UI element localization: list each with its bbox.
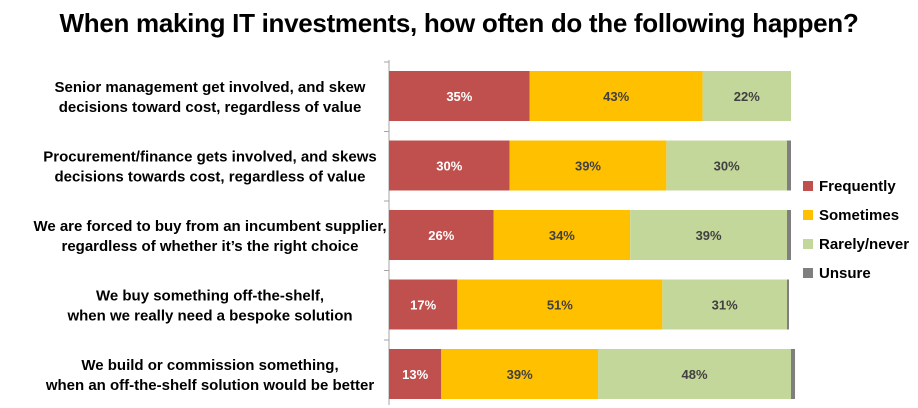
bar-rarely-never bbox=[662, 279, 787, 330]
legend-label: Rarely/never bbox=[819, 236, 909, 253]
category-label: Senior management get involved, and skew… bbox=[55, 79, 366, 116]
data-label: 31% bbox=[712, 298, 738, 313]
data-label: 26% bbox=[428, 228, 454, 243]
category-label: We buy something off-the-shelf, when we r… bbox=[66, 288, 352, 325]
data-label: 34% bbox=[549, 228, 575, 243]
legend-swatch bbox=[803, 239, 813, 249]
legend-label: Frequently bbox=[819, 178, 896, 195]
data-label: 13% bbox=[402, 367, 428, 382]
bar-frequently bbox=[389, 140, 510, 191]
bar-unsure bbox=[786, 140, 791, 191]
bar-sometimes bbox=[529, 71, 703, 121]
bar-unsure bbox=[786, 279, 789, 330]
legend-swatch bbox=[803, 268, 813, 278]
bar-rarely-never bbox=[666, 140, 787, 191]
bar-frequently bbox=[389, 71, 530, 121]
category-label: We build or commission something, when an… bbox=[45, 357, 374, 394]
data-label: 17% bbox=[410, 298, 436, 313]
legend-label: Unsure bbox=[819, 265, 871, 282]
data-label: 48% bbox=[682, 367, 708, 382]
data-label: 35% bbox=[446, 89, 472, 104]
category-label: We are forced to buy from an incumbent s… bbox=[33, 218, 386, 255]
data-label: 51% bbox=[547, 298, 573, 313]
data-label: 30% bbox=[436, 159, 462, 174]
bar-rarely-never bbox=[630, 210, 787, 260]
bar-sometimes bbox=[457, 279, 663, 330]
legend-swatch bbox=[803, 210, 813, 220]
data-label: 39% bbox=[507, 367, 533, 382]
data-label: 30% bbox=[714, 159, 740, 174]
bar-unsure bbox=[786, 210, 791, 260]
bar-sometimes bbox=[441, 349, 599, 399]
bar-frequently bbox=[389, 349, 442, 399]
category-label: Procurement/finance gets involved, and s… bbox=[43, 149, 376, 186]
legend-swatch bbox=[803, 181, 813, 191]
bar-frequently bbox=[389, 210, 494, 260]
chart-title: When making IT investments, how often do… bbox=[59, 8, 859, 38]
bar-unsure bbox=[791, 349, 796, 399]
bar-rarely-never bbox=[598, 349, 791, 399]
data-label: 22% bbox=[734, 89, 760, 104]
bar-rarely-never bbox=[702, 71, 791, 121]
data-label: 43% bbox=[603, 89, 629, 104]
bar-frequently bbox=[389, 279, 458, 330]
bar-sometimes bbox=[509, 140, 667, 191]
legend-label: Sometimes bbox=[819, 207, 899, 224]
data-label: 39% bbox=[696, 228, 722, 243]
bar-sometimes bbox=[493, 210, 631, 260]
data-label: 39% bbox=[575, 159, 601, 174]
